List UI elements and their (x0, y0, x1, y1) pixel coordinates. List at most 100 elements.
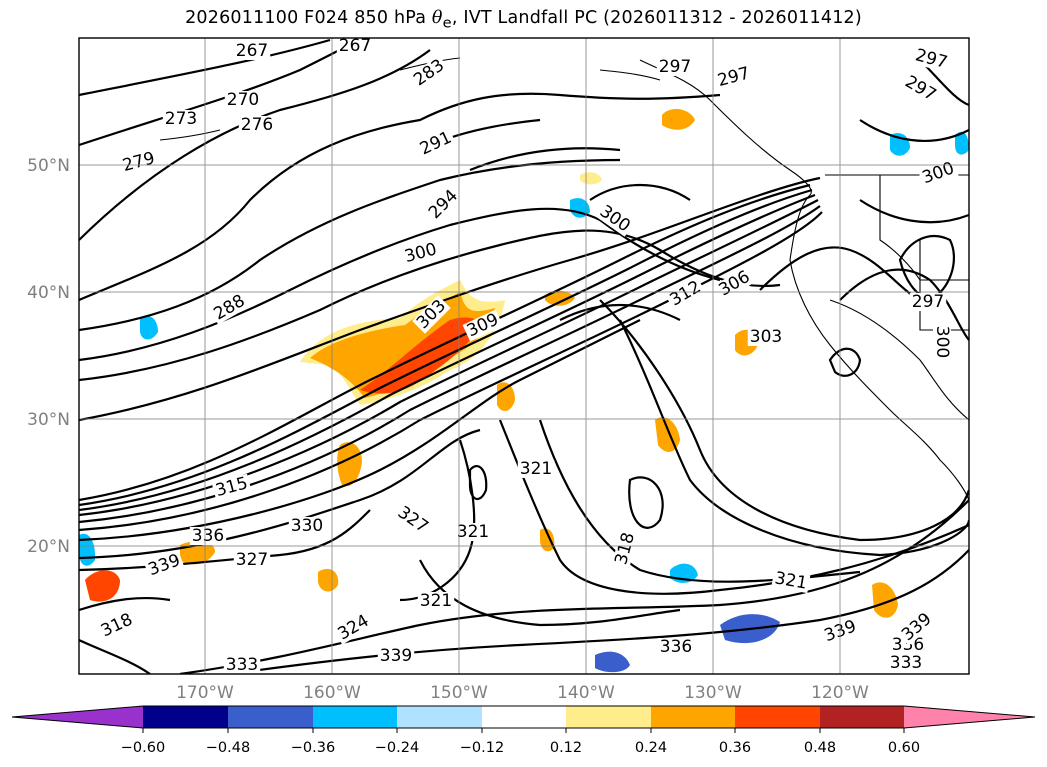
lon-label: 150°W (430, 683, 488, 703)
contour-label-halo (209, 290, 250, 325)
contour-label-halo (400, 239, 441, 267)
lat-label: 40°N (27, 283, 70, 303)
colorbar-segment (735, 706, 820, 728)
contour-label-halo (657, 638, 695, 656)
contour-label-halo (409, 55, 450, 91)
contour-label-halo (118, 148, 159, 176)
contour-label-halo (887, 654, 925, 672)
colorbar-over-triangle (904, 706, 1035, 728)
contour-label-halo (918, 158, 959, 188)
contour-label: 327 (236, 550, 268, 570)
colorbar-segment (228, 706, 313, 728)
colorbar-segment (397, 706, 482, 728)
contour-label-halo (594, 201, 635, 237)
contour-label: 321 (520, 459, 552, 479)
contour-label: 330 (291, 516, 323, 536)
map-frame (78, 37, 970, 675)
contour-label: 297 (659, 57, 691, 77)
contour-label-halo (713, 63, 754, 91)
contour-label: 333 (890, 653, 922, 673)
contour-label-halo (288, 517, 326, 535)
colorbar-tick: −0.36 (291, 740, 335, 756)
contour-label-halo (96, 609, 138, 642)
contour-label-halo (189, 527, 227, 545)
contour-label-halo (224, 91, 262, 109)
contour-label-halo (656, 58, 694, 76)
colorbar-segment (143, 706, 228, 728)
lat-label: 50°N (27, 156, 70, 176)
contour-label: 336 (660, 637, 692, 657)
colorbar-segment (482, 706, 566, 728)
contour-label-halo (424, 185, 463, 224)
contour-label: 300 (932, 326, 952, 358)
colorbar: −0.60 −0.48 −0.36 −0.24 −0.12 0.12 0.24 … (11, 705, 1036, 756)
contour-label-halo (233, 551, 271, 569)
contour-label-halo (412, 295, 451, 334)
contour-label: 303 (750, 327, 782, 347)
contour-label-halo (211, 473, 252, 501)
contour-label: 333 (226, 655, 258, 675)
contour-label-halo (336, 38, 374, 55)
lon-label: 130°W (684, 683, 742, 703)
lon-label: 120°W (811, 683, 869, 703)
contour-label: 267 (236, 41, 268, 61)
contour-label-halo (665, 276, 706, 311)
lon-label: 140°W (557, 683, 615, 703)
contour-label: 336 (192, 526, 224, 546)
contour-label-halo (771, 569, 811, 594)
theta-symbol: θ (431, 8, 443, 28)
contour-label-halo (933, 323, 951, 361)
colorbar-under-triangle (12, 706, 143, 728)
map-title: 2026011100 F024 850 hPa θe, IVT Landfall… (185, 8, 862, 32)
contour-label-halo (333, 610, 374, 645)
lat-label: 30°N (27, 410, 70, 430)
contour-label-halo (897, 608, 937, 646)
contour-label: 297 (912, 292, 944, 312)
contour-label-halo (415, 127, 457, 160)
theta-subscript: e (442, 14, 452, 32)
contour-label-halo (911, 45, 952, 73)
contour-label: 321 (420, 591, 452, 611)
contour-label-halo (462, 309, 504, 342)
colorbar-segment (651, 706, 735, 728)
contour-label-halo (223, 656, 261, 674)
contour-label-halo (747, 328, 785, 346)
shaded-patches (79, 108, 969, 673)
colorbar-segment (820, 706, 904, 728)
contour-label: 267 (339, 36, 371, 56)
contour-label: 339 (380, 646, 412, 666)
contour-label-halo (909, 293, 947, 311)
contour-label-halo (900, 71, 941, 106)
contour-label-halo (611, 528, 639, 569)
contour-label-halo (238, 116, 276, 134)
contour-label: 273 (165, 109, 197, 129)
colorbar-segment (566, 706, 651, 728)
colorbar-tick: −0.48 (206, 740, 250, 756)
colorbar-tick: 0.36 (719, 740, 751, 756)
contour-label-halo (454, 523, 492, 541)
contour-label-halo (162, 110, 200, 128)
contour-label-halo (233, 42, 271, 60)
lon-label: 160°W (303, 683, 361, 703)
contour-label-halo (417, 592, 455, 610)
contour-label: 321 (457, 522, 489, 542)
colorbar-tick: 0.12 (550, 740, 582, 756)
lat-label: 20°N (27, 537, 70, 557)
colorbar-tick: −0.24 (375, 740, 419, 756)
colorbar-tick: 0.60 (888, 740, 920, 756)
graticule (79, 38, 969, 674)
contour-label-halo (377, 647, 415, 665)
colorbar-tick: −0.12 (460, 740, 504, 756)
contour-label-halo (517, 460, 555, 478)
lon-label: 170°W (176, 683, 234, 703)
contour-label: 270 (227, 90, 259, 110)
contour-lines (79, 38, 969, 674)
colorbar-tick: 0.48 (804, 740, 836, 756)
colorbar-tick: −0.60 (121, 740, 165, 756)
colorbar-tick: 0.24 (635, 740, 667, 756)
contour-label-halo (392, 502, 433, 538)
latitude-labels: 50°N 40°N 30°N 20°N (27, 156, 70, 557)
contour-label: 276 (241, 115, 273, 135)
colorbar-segment (313, 706, 397, 728)
